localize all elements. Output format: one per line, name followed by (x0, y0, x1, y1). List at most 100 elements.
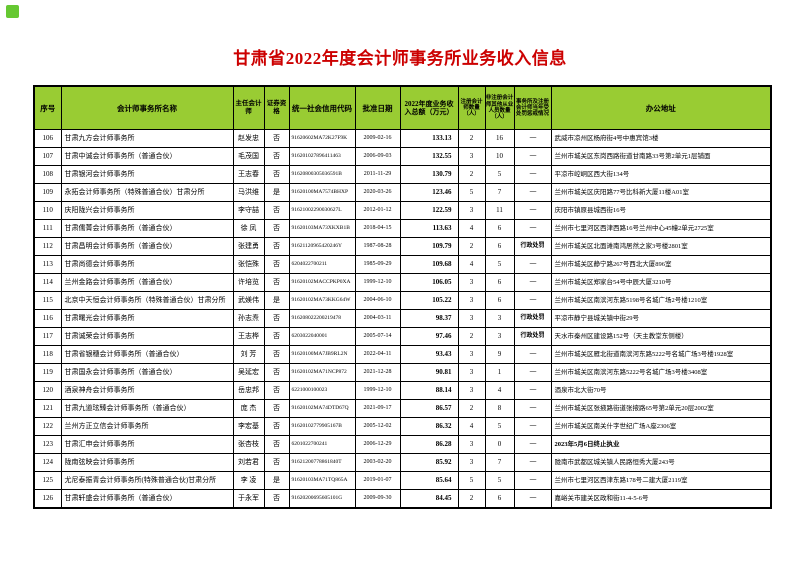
cell-no: 126 (33, 489, 62, 509)
cell-cpas: 2 (457, 327, 486, 346)
cell-securities: 否 (263, 237, 290, 256)
cell-income: 88.14 (399, 381, 459, 400)
cell-chief: 王志桦 (232, 327, 265, 346)
cell-chief: 李宏基 (232, 417, 265, 436)
cell-chief: 张建勇 (232, 237, 265, 256)
cell-code: 91620100MA7574BHXP (288, 183, 356, 202)
cell-staff: 5 (484, 417, 515, 436)
cell-date: 2022-04-11 (354, 345, 401, 364)
cell-cpas: 3 (457, 201, 486, 220)
cell-cpas: 2 (457, 489, 486, 509)
cell-code: 91620102MACCPKP0XA (288, 273, 356, 292)
column-header-no: 序号 (33, 85, 62, 130)
cell-chief: 张杏枝 (232, 435, 265, 454)
cell-penalty: ------ (513, 345, 552, 364)
cell-address: 天水市秦州区建设路152号（天主教堂东侧楼） (550, 327, 772, 346)
table-row: 117 甘肃诚荣会计师事务所 王志桦否 6203022040001 2005-07-14… (33, 327, 772, 346)
cell-staff: 6 (484, 219, 515, 238)
column-header-staff: 非注册会计师其他从业人员数量（人） (484, 85, 515, 130)
cell-chief: 武媄伟 (232, 291, 265, 310)
cell-penalty: ------ (513, 381, 552, 400)
cell-no: 111 (33, 219, 62, 238)
cell-income: 109.79 (399, 237, 459, 256)
page-title: 甘肃省2022年度会计师事务所业务收入信息 (233, 49, 567, 68)
table-row: 118 甘肃省银穗会计师事务所（普通合伙）刘 芳否 91620100MA7JB9RL… (33, 345, 772, 364)
cell-no: 124 (33, 453, 62, 472)
cell-no: 119 (33, 363, 62, 382)
cell-date: 2020-03-26 (354, 183, 401, 202)
cell-cpas: 3 (457, 291, 486, 310)
cell-securities: 否 (263, 165, 290, 184)
column-header-code: 统一社会信用代码 (288, 85, 356, 130)
cell-name: 甘肃诚荣会计师事务所 (60, 327, 234, 346)
cell-date: 2021-12-28 (354, 363, 401, 382)
cell-date: 1999-12-10 (354, 381, 401, 400)
cell-chief: 徐 凤 (232, 219, 265, 238)
cell-chief: 孙志焘 (232, 309, 265, 328)
cell-name: 兰州方正立信会计师事务所 (60, 417, 234, 436)
cell-cpas: 4 (457, 417, 486, 436)
cell-staff: 7 (484, 453, 515, 472)
cell-penalty: 行政处罚 (513, 309, 552, 328)
cell-chief: 岳忠邦 (232, 381, 265, 400)
cell-staff: 3 (484, 309, 515, 328)
cell-securities: 否 (263, 345, 290, 364)
table-row: 121 甘肃九道玹臻会计师事务所（普通合伙）庞 杰否 91620102MA74DTD… (33, 399, 772, 418)
table-row: 109 永拓会计师事务所（特殊普通合伙）甘肃分所 马洪维是 91620100MA757… (33, 183, 772, 202)
cell-address: 兰州市城关区南关什字世纪广场A座2306室 (550, 417, 772, 436)
cell-staff: 0 (484, 435, 515, 454)
cell-date: 2012-01-12 (354, 201, 401, 220)
cell-cpas: 3 (457, 363, 486, 382)
column-header-chief: 主任会计师 (232, 85, 265, 130)
column-header-date: 批准日期 (354, 85, 401, 130)
table-row: 113 甘肃尚德会计师事务所 张恺殊否 6204022700211 1985-09-29… (33, 255, 772, 274)
cell-staff: 10 (484, 147, 515, 166)
cell-chief: 刘若君 (232, 453, 265, 472)
cell-address: 兰州市城关区北面滩南鸿居然之家3号楼2801室 (550, 237, 772, 256)
cell-code: 91620200695605101G (288, 489, 356, 509)
cell-securities: 否 (263, 309, 290, 328)
cell-penalty: ------ (513, 291, 552, 310)
cell-securities: 是 (263, 291, 290, 310)
cell-securities: 是 (263, 183, 290, 202)
cell-address: 酒泉市北大街70号 (550, 381, 772, 400)
cell-income: 85.64 (399, 471, 459, 490)
cell-cpas: 5 (457, 183, 486, 202)
table-row: 116 甘肃曙光会计师事务所 孙志焘否 916208022200219478 2004-… (33, 309, 772, 328)
cell-cpas: 4 (457, 219, 486, 238)
cell-penalty: 行政处罚 (513, 237, 552, 256)
cell-date: 2004-03-11 (354, 309, 401, 328)
cell-securities: 否 (263, 273, 290, 292)
cell-code: 91621002290030627L (288, 201, 356, 220)
cell-date: 2005-12-02 (354, 417, 401, 436)
table-row: 122 兰州方正立信会计师事务所 李宏基否 91620102779905167B 200… (33, 417, 772, 436)
cell-chief: 毛茂国 (232, 147, 265, 166)
cell-code: 91620102MA73KKG64W (288, 291, 356, 310)
cell-date: 2006-12-29 (354, 435, 401, 454)
cell-penalty: ------ (513, 417, 552, 436)
cell-penalty: ------ (513, 183, 552, 202)
cell-no: 109 (33, 183, 62, 202)
cell-chief: 于永军 (232, 489, 265, 509)
cell-no: 122 (33, 417, 62, 436)
cell-address: 兰州市城关区庆阳路77号比科新大厦11楼A01室 (550, 183, 772, 202)
cell-name: 甘肃九道玹臻会计师事务所（普通合伙） (60, 399, 234, 418)
cell-date: 2004-06-10 (354, 291, 401, 310)
cell-staff: 5 (484, 471, 515, 490)
cell-date: 2009-02-16 (354, 129, 401, 148)
cell-income: 133.13 (399, 129, 459, 148)
cell-income: 86.57 (399, 399, 459, 418)
cell-date: 2006-09-03 (354, 147, 401, 166)
cell-staff: 11 (484, 201, 515, 220)
cell-name: 庆阳陇兴会计师事务所 (60, 201, 234, 220)
cell-income: 98.37 (399, 309, 459, 328)
cell-no: 107 (33, 147, 62, 166)
cell-no: 116 (33, 309, 62, 328)
cell-code: 6203022040001 (288, 327, 356, 346)
cell-staff: 4 (484, 381, 515, 400)
cell-staff: 9 (484, 345, 515, 364)
cell-penalty: ------ (513, 489, 552, 509)
cell-securities: 否 (263, 381, 290, 400)
cell-securities: 否 (263, 435, 290, 454)
cell-address: 兰州市七里河区西津东路178号二建大厦2119室 (550, 471, 772, 490)
